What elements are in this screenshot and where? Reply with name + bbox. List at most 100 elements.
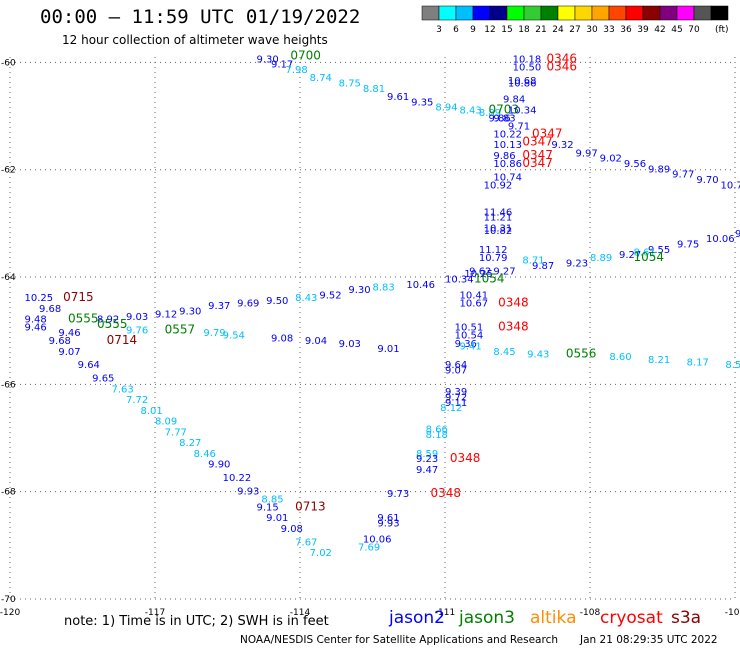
time-label: 0348 <box>450 451 481 465</box>
scale-label: 45 <box>671 25 682 35</box>
wave-height-label: 11.12 <box>479 245 508 256</box>
time-label: 0348 <box>431 486 462 500</box>
wave-height-label: 8.94 <box>435 103 457 114</box>
time-label: 1054 <box>634 250 665 264</box>
wave-height-label: 10.86 <box>508 79 537 90</box>
wave-height-label: 9.01 <box>266 513 288 524</box>
time-label: 0347 <box>522 135 553 149</box>
wave-height-label: 10.86 <box>493 159 522 170</box>
wave-height-label: 10.51 <box>455 323 484 334</box>
wave-height-label: 8.85 <box>261 494 283 505</box>
wave-height-label: 8.12 <box>440 403 462 414</box>
wave-height-label: 10.06 <box>706 234 735 245</box>
wave-height-label: 10.50 <box>513 62 542 73</box>
wave-height-label: 9.03 <box>126 312 148 323</box>
y-tick-label: -70 <box>1 595 16 605</box>
wave-height-label: 10.46 <box>406 280 435 291</box>
x-tick-label: -108 <box>580 608 601 618</box>
wave-height-label: 9.37 <box>208 301 230 312</box>
wave-height-label: 7.02 <box>310 548 332 559</box>
wave-height-label: 8.18 <box>426 430 448 441</box>
wave-height-label: 9.61 <box>377 513 399 524</box>
time-label: 0348 <box>498 296 529 310</box>
wave-height-label: 7.63 <box>112 384 134 395</box>
y-tick-label: -68 <box>1 488 16 498</box>
wave-height-label: 9.27 <box>493 266 515 277</box>
wave-height-label: 9.17 <box>271 60 293 71</box>
wave-height-label: 8.89 <box>590 253 612 264</box>
wave-height-label: 9.48 <box>25 315 47 326</box>
y-tick-label: -66 <box>1 380 16 390</box>
wave-height-label: 9.83 <box>493 113 515 124</box>
wave-height-color-scale: 3 6 9 12 15 18 21 24 27 30 33 36 39 42 45 70 (ft) <box>421 5 729 35</box>
y-tick-label: -62 <box>1 166 16 176</box>
wave-height-label: 9.86 <box>493 151 515 162</box>
wave-height-label: 8.46 <box>194 449 216 460</box>
time-label: 0347 <box>532 126 563 140</box>
wave-height-label: 9.75 <box>677 240 699 251</box>
wave-height-label: 9.68 <box>39 304 61 315</box>
wave-height-label: 8.61 <box>634 248 656 259</box>
satellite-label-jason3: jason3 <box>459 608 515 628</box>
wave-height-label: 10.25 <box>464 269 493 280</box>
wave-height-label: 9.12 <box>155 309 177 320</box>
wave-height-label: 9.69 <box>237 299 259 310</box>
wave-height-label: 9.08 <box>271 333 293 344</box>
wave-height-label: 9.64 <box>445 360 467 371</box>
time-label: 0703 <box>489 102 520 116</box>
wave-height-label: 9.97 <box>576 148 598 159</box>
scale-label: 24 <box>552 25 564 35</box>
wave-height-label: 9.39 <box>445 387 467 398</box>
wave-height-label: 9.30 <box>348 285 370 296</box>
wave-height-label: 8.74 <box>310 73 332 84</box>
wave-height-label: 10.34 <box>508 105 537 116</box>
wave-height-label: 9.64 <box>78 360 100 371</box>
wave-height-label: 9.43 <box>527 350 549 361</box>
wave-height-label: 10.74 <box>493 172 522 183</box>
x-tick-label: -117 <box>145 608 165 618</box>
wave-height-label: 7.69 <box>358 543 380 554</box>
scale-label: 3 <box>436 25 442 35</box>
wave-height-label: 8.43 <box>460 105 482 116</box>
page-subtitle: 12 hour collection of altimeter wave hei… <box>62 33 328 47</box>
wave-height-label: 8.60 <box>609 352 631 363</box>
wave-height-label: 9.61 <box>387 92 409 103</box>
wave-height-label: 9.02 <box>600 154 622 165</box>
footer-date: Jan 21 08:29:35 UTC 2022 <box>580 634 718 646</box>
wave-height-label: 9.07 <box>445 366 467 377</box>
wave-height-label: 8.92 <box>97 315 119 326</box>
time-label: 0346 <box>547 51 578 65</box>
wave-height-label: 10.13 <box>493 140 522 151</box>
wave-height-label: 8.43 <box>295 293 317 304</box>
wave-height-label: 9.54 <box>223 331 245 342</box>
wave-height-label: 9.27 <box>619 250 641 261</box>
time-label: 0556 <box>566 347 597 361</box>
satellite-label-cryosat: cryosat <box>600 608 663 628</box>
wave-height-label: 9.50 <box>266 296 288 307</box>
time-label: 1054 <box>474 271 505 285</box>
time-label: 0346 <box>547 59 578 73</box>
satellite-label-s3a: s3a <box>671 608 702 628</box>
scale-swatch <box>710 5 729 21</box>
x-tick-label: -120 <box>0 608 20 618</box>
satellite-label-altika: altika <box>530 608 577 628</box>
wave-height-label: 9.30 <box>179 307 201 318</box>
wave-height-label: 9.46 <box>25 323 47 334</box>
wave-height-label: 8.66 <box>426 425 448 436</box>
wave-height-label: 9.65 <box>92 374 114 385</box>
wave-height-label: 9.15 <box>257 502 279 513</box>
wave-height-label: 9.83 <box>735 229 740 240</box>
wave-height-label: 8.27 <box>179 438 201 449</box>
wave-height-label: 10.31 <box>484 223 513 234</box>
wave-height-label: 9.47 <box>416 465 438 476</box>
wave-height-label: 10.25 <box>25 293 54 304</box>
wave-height-label: 10.41 <box>460 290 489 301</box>
wave-height-label: 8.01 <box>141 406 163 417</box>
wave-height-label: 9.11 <box>445 398 467 409</box>
wave-height-label: 9.55 <box>648 245 670 256</box>
wave-height-label: 9.89 <box>648 164 670 175</box>
wave-height-label: 9.73 <box>387 489 409 500</box>
wave-height-label: 9.03 <box>339 339 361 350</box>
wave-height-label: 9.72 <box>445 392 467 403</box>
